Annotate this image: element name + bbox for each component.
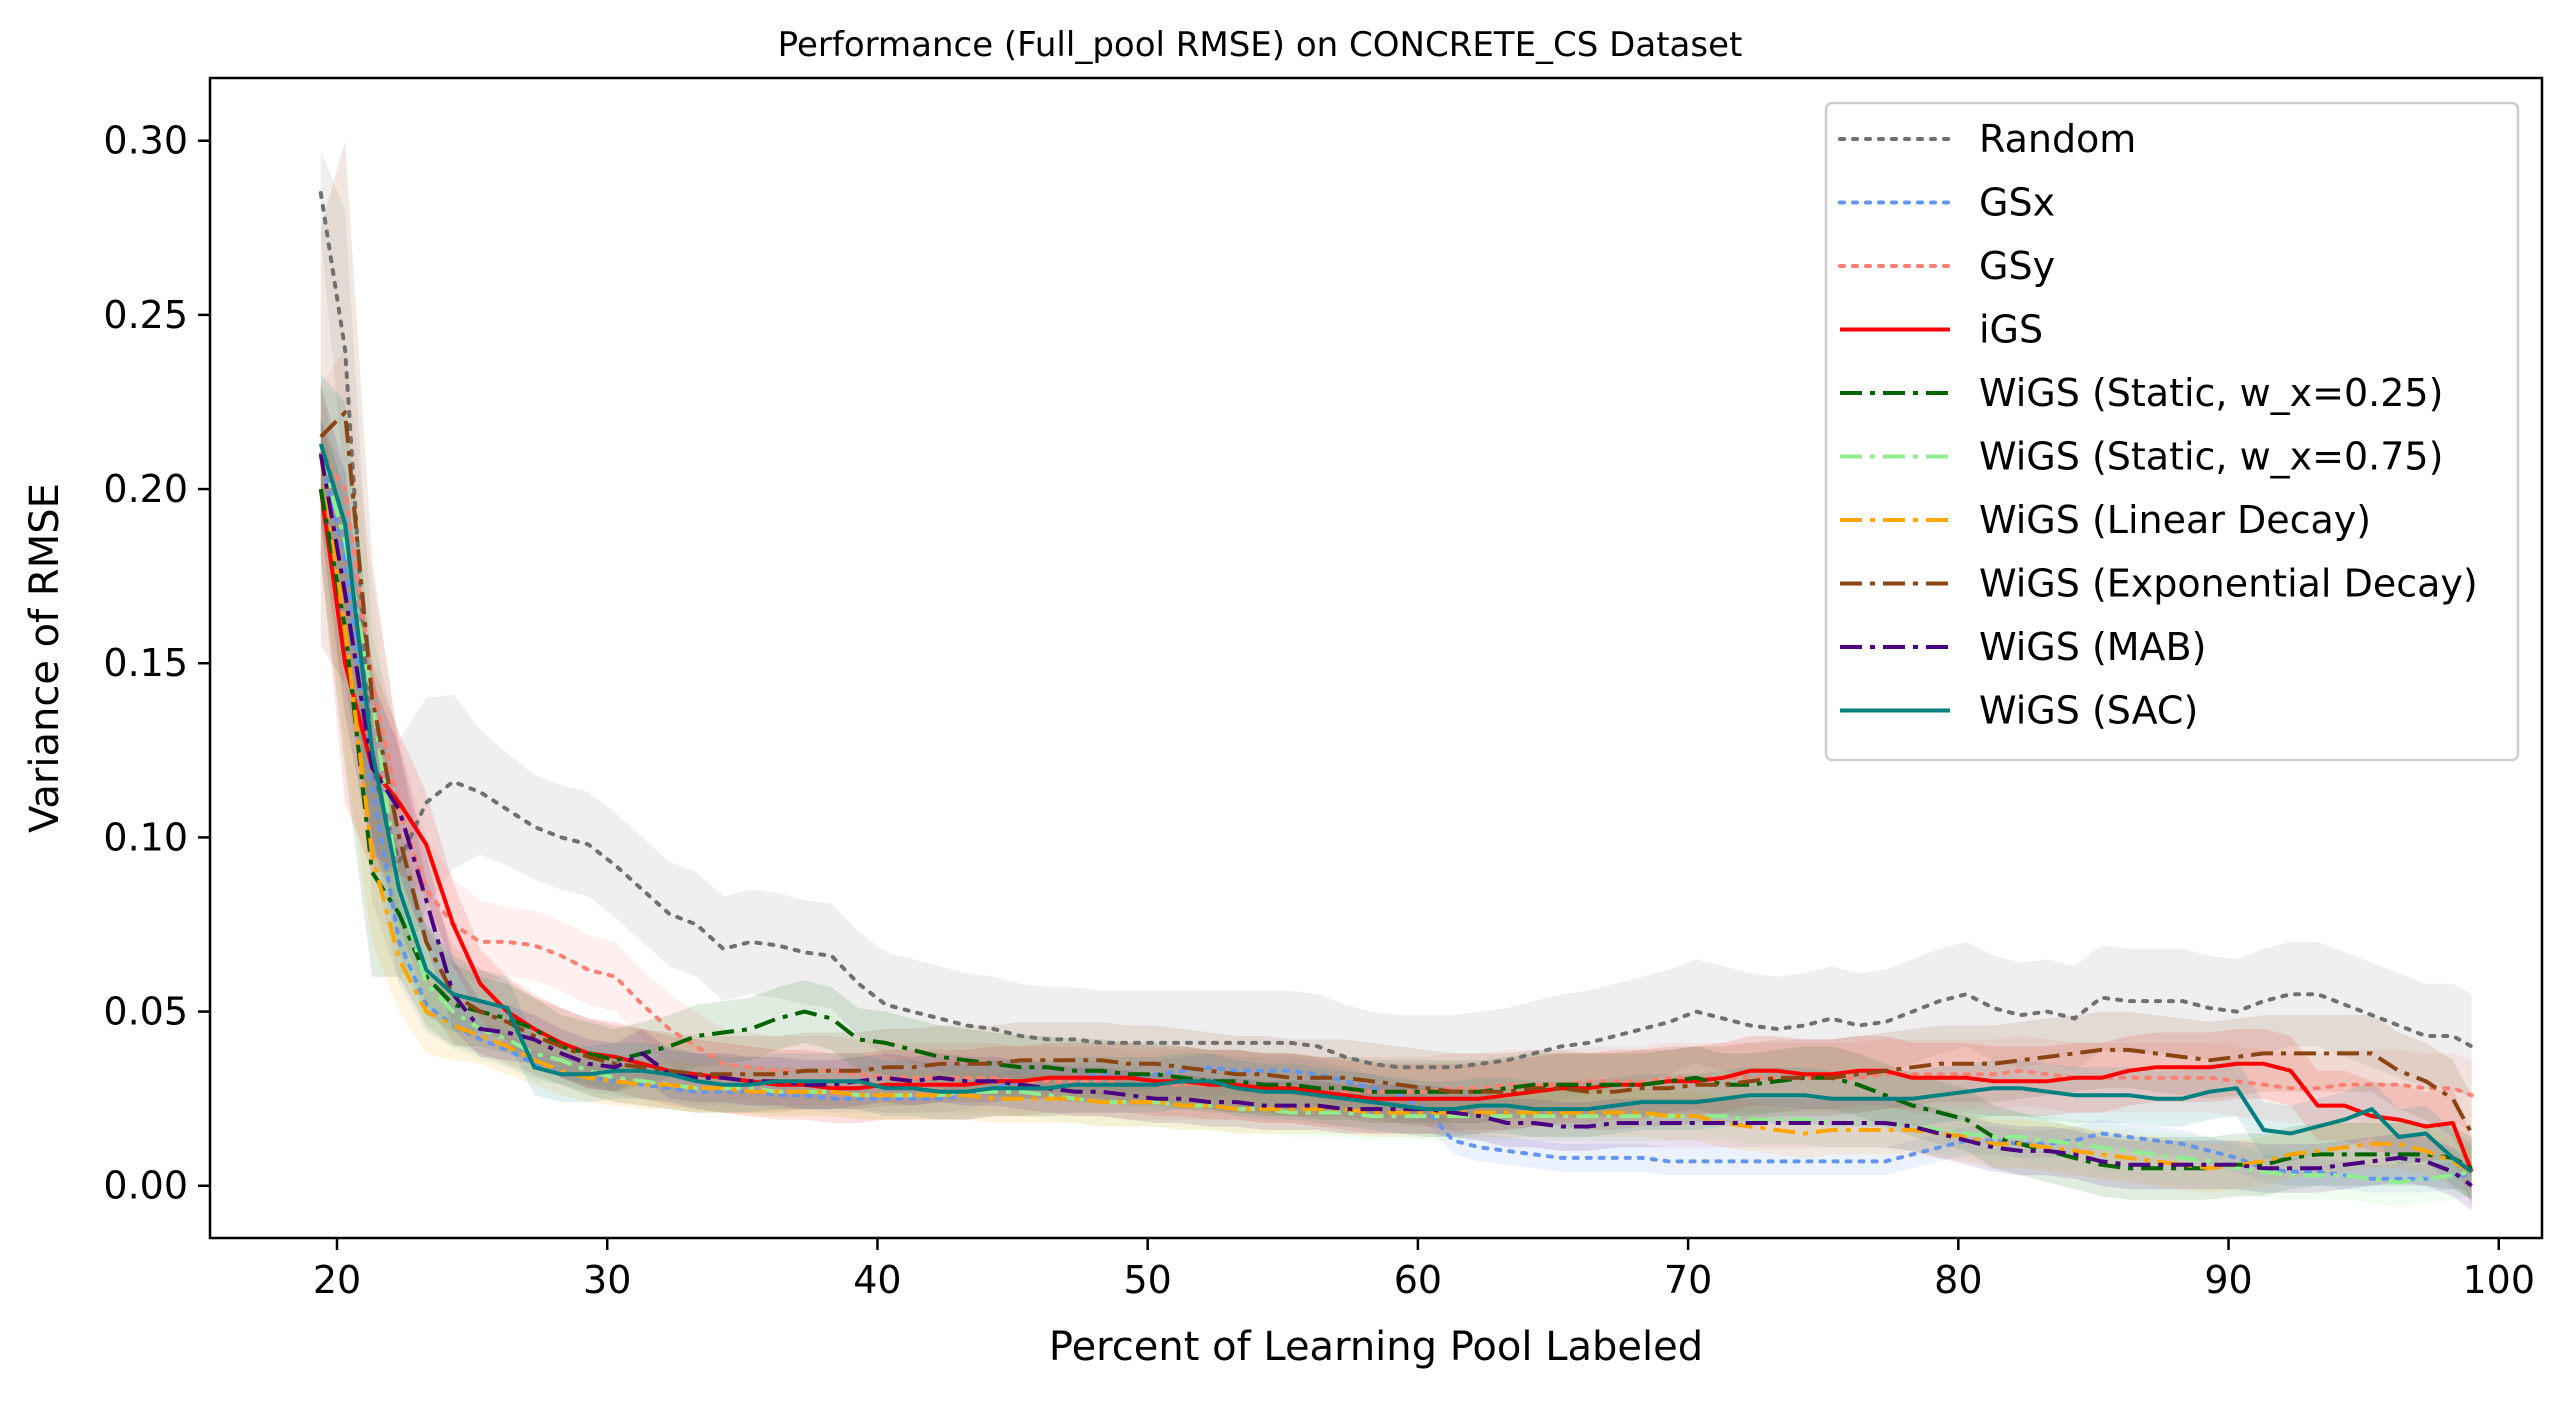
legend-label-random: Random [1979,117,2136,161]
legend-label-gsx: GSx [1979,181,2055,225]
series-line-wigs-static-w-x-0-25 [318,488,2473,1171]
x-tick-label: 100 [2462,1258,2535,1302]
x-axis-label: Percent of Learning Pool Labeled [1049,1324,1703,1370]
legend-box [1824,101,2520,762]
x-tick-label: 70 [1664,1258,1712,1302]
x-tick-label: 40 [853,1258,901,1302]
y-tick-label: 0.10 [103,815,188,859]
series-line-wigs-linear-decay [318,453,2473,1174]
chart-title: Performance (Full_pool RMSE) on CONCRETE… [778,25,1743,65]
y-tick-label: 0.20 [103,467,188,511]
x-tick-label: 50 [1123,1258,1171,1302]
x-tick-label: 60 [1394,1258,1442,1302]
band-random [320,151,2472,1120]
legend: Random GSx GSy iGS WiGS (Static, w_x=0.25) Wi… [1824,101,2520,762]
x-tick-label: 90 [2204,1258,2252,1302]
y-tick-label: 0.00 [103,1164,188,1208]
series-lines [318,191,2474,1188]
legend-label-gsy: GSy [1979,244,2055,288]
legend-label-wigs-exponential-decay: WiGS (Exponential Decay) [1979,562,2478,606]
x-tick-label: 20 [313,1258,361,1302]
legend-label-igs: iGS [1979,308,2043,352]
y-tick-label: 0.05 [103,990,188,1034]
series-line-wigs-exponential-decay [319,410,2474,1135]
legend-label-wigs-static-w-x-0-75: WiGS (Static, w_x=0.75) [1979,435,2443,479]
legend-label-wigs-static-w-x-0-25: WiGS (Static, w_x=0.25) [1979,371,2443,415]
legend-label-wigs-mab: WiGS (MAB) [1979,625,2206,669]
series-line-gsx [318,452,2474,1181]
plot-frame [208,76,2544,1240]
y-tick-label: 0.25 [103,293,188,337]
y-axis-ticks: 0.00 0.05 0.10 0.15 0.20 0.25 0.30 [103,119,210,1208]
x-axis-ticks: 20 30 40 50 60 70 80 90 100 [313,1238,2535,1302]
y-axis-label: Variance of RMSE [22,483,68,833]
x-tick-label: 30 [583,1258,631,1302]
y-tick-label: 0.15 [103,641,188,685]
legend-label-wigs-sac: WiGS (SAC) [1979,689,2198,733]
band-gsy [320,349,2472,1130]
y-tick-label: 0.30 [103,119,188,163]
x-tick-label: 80 [1934,1258,1982,1302]
series-line-random [318,191,2474,1070]
series-line-wigs-sac [318,443,2473,1174]
legend-label-wigs-linear-decay: WiGS (Linear Decay) [1979,498,2371,542]
